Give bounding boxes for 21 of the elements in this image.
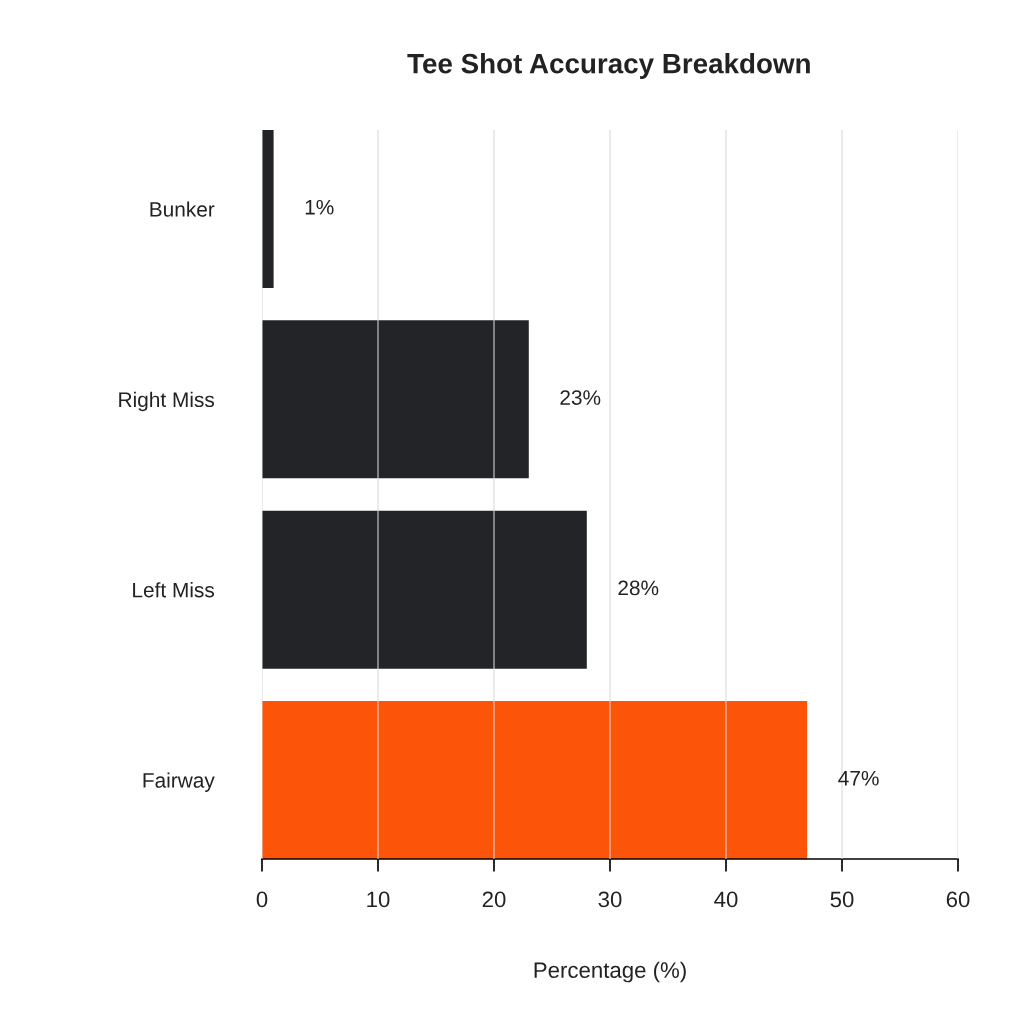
data-label: 1% <box>305 199 334 215</box>
data-label: 28% <box>618 580 659 596</box>
chart-title: Tee Shot Accuracy Breakdown <box>407 53 810 79</box>
y-tick-label: Left Miss <box>133 582 215 598</box>
y-tick-label: Fairway <box>143 772 215 792</box>
bar <box>262 320 529 479</box>
bar <box>262 701 808 859</box>
bar <box>262 510 587 669</box>
x-tick-label: 0 <box>256 891 268 908</box>
x-tick-label: 20 <box>482 891 506 908</box>
x-tick-label: 60 <box>946 891 970 908</box>
x-tick-label: 30 <box>598 891 622 908</box>
y-tick-label: Right Miss <box>119 391 215 412</box>
y-tick-label: Bunker <box>150 201 215 217</box>
x-tick-label: 40 <box>714 891 738 908</box>
data-label: 23% <box>560 390 601 405</box>
bar <box>262 130 274 288</box>
data-label: 47% <box>838 770 879 786</box>
x-axis-title: Percentage (%) <box>534 961 686 983</box>
x-tick-label: 50 <box>830 891 854 908</box>
x-tick-label: 10 <box>367 891 390 908</box>
